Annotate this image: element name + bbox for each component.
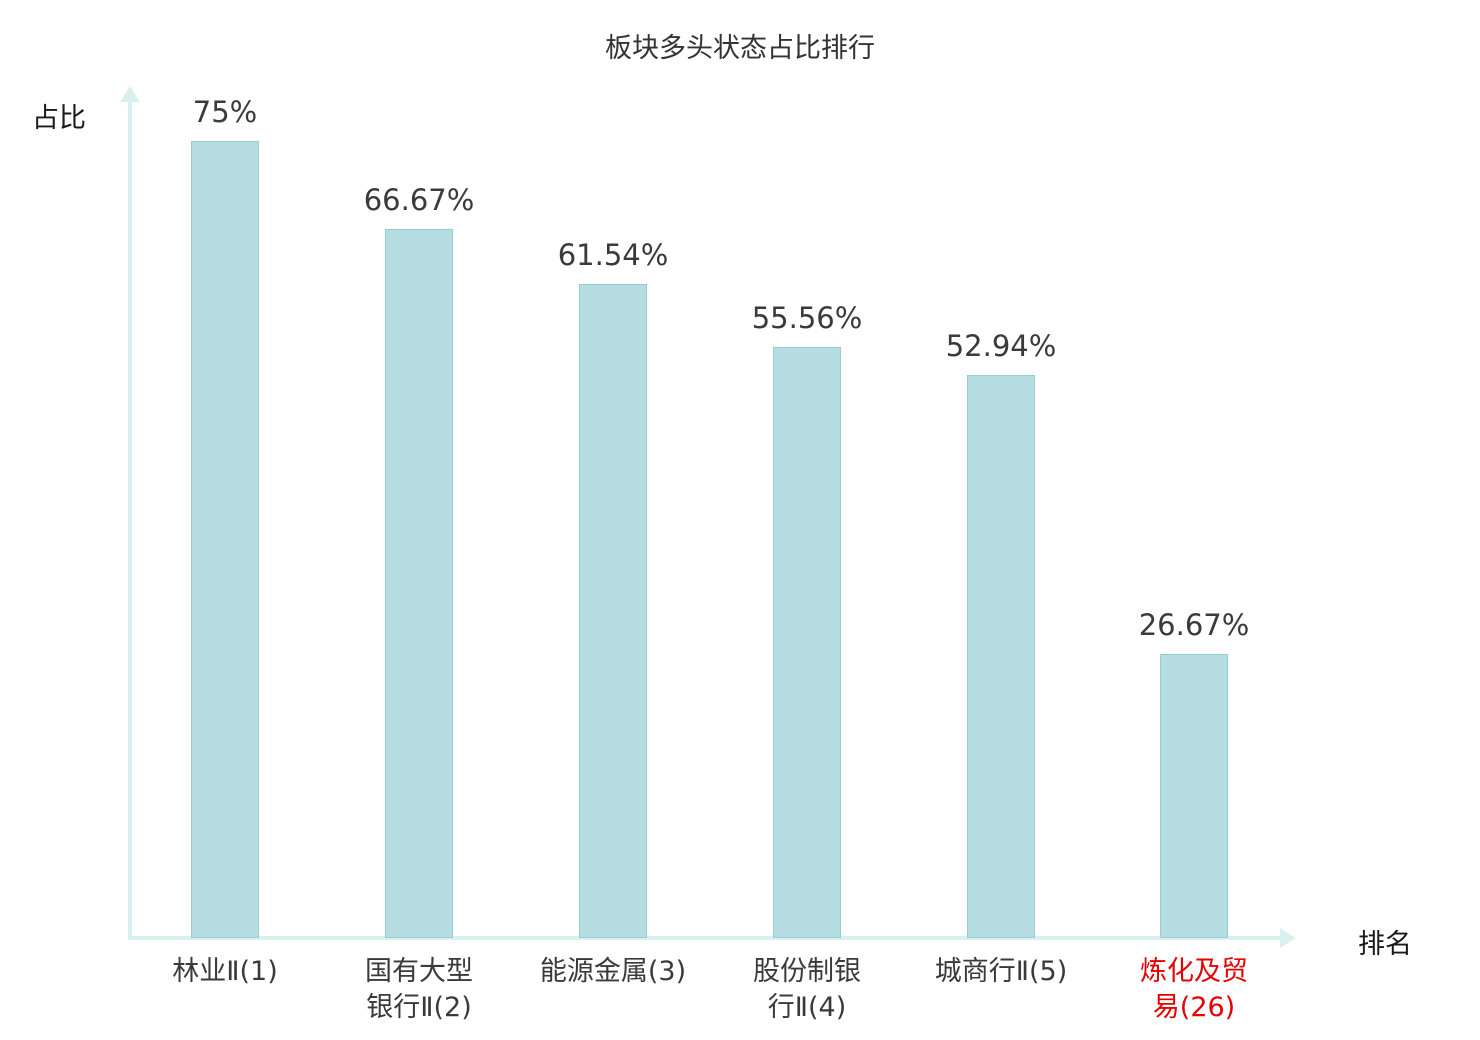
category-label: 林业Ⅱ(1) bbox=[172, 956, 278, 987]
y-axis-arrow-icon bbox=[120, 86, 140, 102]
category-label: 炼化及贸 易(26) bbox=[1140, 956, 1248, 1024]
bar bbox=[1160, 654, 1228, 938]
y-axis-line bbox=[128, 100, 132, 938]
bar-value-label: 55.56% bbox=[751, 301, 863, 335]
category-label: 能源金属(3) bbox=[539, 956, 687, 987]
x-axis-arrow-icon bbox=[1280, 928, 1296, 948]
bar bbox=[191, 141, 259, 938]
bar bbox=[579, 284, 647, 938]
category-label: 城商行Ⅱ(5) bbox=[934, 956, 1068, 987]
chart-title: 板块多头状态占比排行 bbox=[605, 33, 875, 64]
x-axis-line bbox=[128, 936, 1284, 940]
bar-value-label: 66.67% bbox=[363, 183, 475, 217]
bar bbox=[967, 375, 1035, 938]
x-axis-label: 排名 bbox=[1358, 929, 1412, 960]
bar-value-label: 61.54% bbox=[557, 238, 669, 272]
y-axis-label: 占比 bbox=[32, 103, 86, 134]
category-label: 股份制银 行Ⅱ(4) bbox=[753, 956, 861, 1024]
category-label: 国有大型 银行Ⅱ(2) bbox=[365, 956, 473, 1024]
bar bbox=[773, 347, 841, 938]
bar-value-label: 52.94% bbox=[945, 329, 1057, 363]
bar bbox=[385, 229, 453, 938]
bar-value-label: 75% bbox=[192, 95, 258, 129]
bar-value-label: 26.67% bbox=[1138, 608, 1250, 642]
